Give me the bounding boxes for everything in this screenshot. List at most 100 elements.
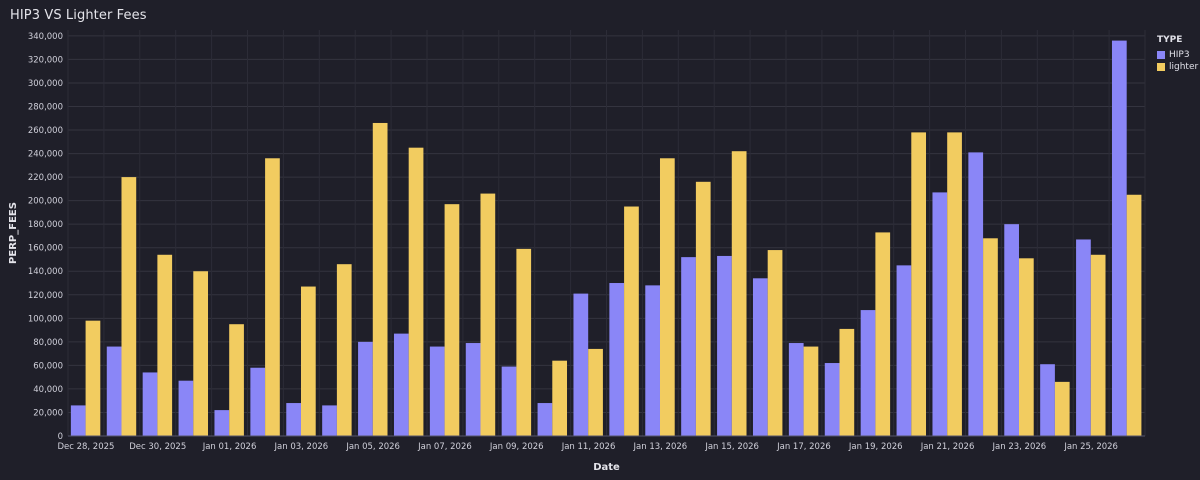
bar-hip3-29[interactable] bbox=[1111, 40, 1127, 436]
bar-hip3-7[interactable] bbox=[322, 405, 337, 436]
legend-swatch-lighter bbox=[1157, 63, 1165, 71]
y-tick-label: 280,000 bbox=[28, 102, 63, 112]
bar-lighter-0[interactable] bbox=[85, 320, 101, 436]
bar-hip3-12[interactable] bbox=[501, 366, 517, 436]
y-tick-label: 200,000 bbox=[28, 197, 63, 207]
x-tick-label: Jan 09, 2026 bbox=[489, 442, 544, 452]
bar-hip3-22[interactable] bbox=[860, 310, 876, 436]
x-tick-label: Jan 23, 2026 bbox=[992, 442, 1047, 452]
legend-label-lighter: lighter bbox=[1169, 62, 1199, 72]
bars bbox=[70, 40, 1142, 437]
bar-lighter-17[interactable] bbox=[695, 181, 711, 436]
bar-hip3-15[interactable] bbox=[609, 283, 625, 436]
x-tick-label: Jan 13, 2026 bbox=[633, 442, 688, 452]
bar-lighter-20[interactable] bbox=[803, 346, 819, 436]
bar-hip3-27[interactable] bbox=[1040, 364, 1055, 436]
x-tick-label: Jan 21, 2026 bbox=[920, 442, 975, 452]
x-tick-label: Jan 01, 2026 bbox=[202, 442, 257, 452]
bar-lighter-26[interactable] bbox=[1018, 258, 1034, 436]
bar-hip3-17[interactable] bbox=[681, 257, 696, 436]
bar-hip3-4[interactable] bbox=[214, 410, 230, 436]
bar-lighter-18[interactable] bbox=[731, 151, 747, 436]
bar-lighter-2[interactable] bbox=[157, 254, 173, 436]
x-tick-label: Jan 25, 2026 bbox=[1063, 442, 1118, 452]
x-axis-label: Date bbox=[593, 462, 620, 473]
legend-item-lighter[interactable]: lighter bbox=[1157, 61, 1198, 73]
bar-lighter-13[interactable] bbox=[552, 360, 568, 436]
bar-hip3-20[interactable] bbox=[788, 343, 804, 436]
bar-lighter-7[interactable] bbox=[336, 264, 352, 436]
bar-hip3-9[interactable] bbox=[393, 333, 409, 436]
y-tick-label: 140,000 bbox=[28, 267, 63, 277]
y-tick-label: 320,000 bbox=[28, 55, 63, 65]
y-tick-label: 180,000 bbox=[28, 220, 63, 230]
bar-hip3-28[interactable] bbox=[1076, 239, 1091, 436]
bar-lighter-1[interactable] bbox=[121, 177, 137, 437]
bar-lighter-15[interactable] bbox=[624, 206, 639, 436]
bar-hip3-25[interactable] bbox=[968, 152, 984, 436]
bar-hip3-6[interactable] bbox=[286, 403, 301, 436]
bar-lighter-10[interactable] bbox=[444, 204, 460, 436]
bar-hip3-11[interactable] bbox=[465, 343, 481, 436]
bar-lighter-23[interactable] bbox=[911, 132, 927, 436]
bar-hip3-3[interactable] bbox=[178, 380, 194, 436]
y-tick-label: 120,000 bbox=[28, 291, 63, 301]
bar-hip3-16[interactable] bbox=[645, 285, 660, 436]
bar-hip3-0[interactable] bbox=[70, 405, 86, 436]
y-tick-label: 40,000 bbox=[33, 385, 63, 395]
bar-hip3-26[interactable] bbox=[1004, 224, 1019, 436]
bar-lighter-6[interactable] bbox=[300, 286, 316, 436]
bar-hip3-5[interactable] bbox=[250, 367, 266, 436]
bar-hip3-24[interactable] bbox=[932, 192, 948, 436]
x-tick-label: Jan 19, 2026 bbox=[848, 442, 903, 452]
x-tick-label: Jan 05, 2026 bbox=[345, 442, 400, 452]
x-tick-label: Jan 07, 2026 bbox=[417, 442, 472, 452]
bar-lighter-28[interactable] bbox=[1090, 254, 1106, 436]
legend-item-hip3[interactable]: HIP3 bbox=[1157, 49, 1198, 61]
y-tick-label: 220,000 bbox=[28, 173, 63, 183]
y-tick-label: 260,000 bbox=[28, 126, 63, 136]
x-tick-label: Dec 28, 2025 bbox=[57, 442, 114, 452]
bar-hip3-14[interactable] bbox=[573, 293, 589, 436]
y-tick-label: 0 bbox=[58, 432, 63, 442]
bar-lighter-3[interactable] bbox=[193, 271, 209, 436]
bar-hip3-23[interactable] bbox=[896, 265, 912, 436]
bar-lighter-12[interactable] bbox=[516, 248, 532, 436]
bar-lighter-22[interactable] bbox=[875, 232, 891, 436]
y-tick-label: 300,000 bbox=[28, 79, 63, 89]
bar-hip3-2[interactable] bbox=[142, 372, 158, 436]
y-tick-label: 240,000 bbox=[28, 150, 63, 160]
bar-lighter-24[interactable] bbox=[947, 132, 962, 436]
bar-hip3-18[interactable] bbox=[717, 255, 732, 436]
bar-hip3-21[interactable] bbox=[824, 363, 840, 436]
bar-lighter-19[interactable] bbox=[767, 250, 783, 436]
y-axis-ticks: 0 20,000 40,000 60,000 80,000 100,000 120,000 1… bbox=[28, 32, 63, 442]
bar-lighter-27[interactable] bbox=[1054, 381, 1070, 436]
bar-hip3-19[interactable] bbox=[752, 278, 768, 436]
y-axis-label: PERP_FEES bbox=[8, 202, 19, 264]
legend: TYPE HIP3 lighter bbox=[1157, 35, 1198, 73]
bar-lighter-9[interactable] bbox=[408, 147, 424, 436]
x-tick-label: Jan 15, 2026 bbox=[704, 442, 759, 452]
bar-hip3-1[interactable] bbox=[106, 346, 122, 436]
bar-lighter-25[interactable] bbox=[983, 238, 998, 436]
bar-lighter-29[interactable] bbox=[1126, 194, 1142, 436]
legend-label-hip3: HIP3 bbox=[1169, 50, 1190, 60]
x-tick-label: Jan 11, 2026 bbox=[561, 442, 616, 452]
bar-lighter-21[interactable] bbox=[839, 328, 855, 436]
y-tick-label: 20,000 bbox=[33, 408, 63, 418]
bar-hip3-8[interactable] bbox=[358, 341, 373, 436]
x-tick-label: Jan 17, 2026 bbox=[776, 442, 831, 452]
legend-swatch-hip3 bbox=[1157, 51, 1165, 59]
bar-lighter-4[interactable] bbox=[229, 324, 244, 436]
x-tick-label: Dec 30, 2025 bbox=[129, 442, 186, 452]
bar-lighter-14[interactable] bbox=[588, 348, 603, 436]
bar-hip3-13[interactable] bbox=[537, 403, 553, 436]
bar-hip3-10[interactable] bbox=[429, 346, 445, 436]
bar-lighter-11[interactable] bbox=[480, 193, 496, 436]
bar-lighter-16[interactable] bbox=[659, 158, 675, 436]
bar-lighter-5[interactable] bbox=[265, 158, 280, 436]
grid-lines bbox=[67, 30, 1146, 437]
bar-lighter-8[interactable] bbox=[372, 122, 388, 437]
